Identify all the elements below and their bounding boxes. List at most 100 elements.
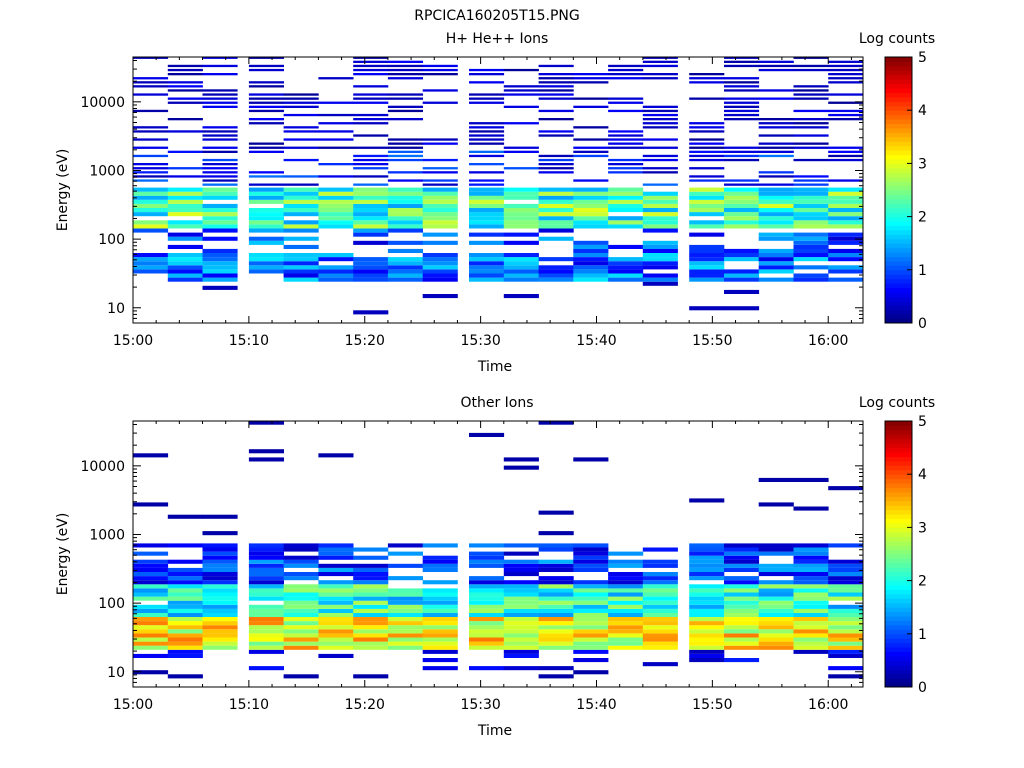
- heatmap-cell: [793, 146, 829, 149]
- heatmap-cell: [248, 633, 284, 638]
- heatmap-cell: [758, 191, 794, 196]
- heatmap-cell: [469, 199, 505, 204]
- heatmap-cell: [202, 163, 238, 166]
- heatmap-cell: [642, 244, 678, 249]
- heatmap-cell: [689, 175, 725, 178]
- heatmap-cell: [538, 257, 574, 262]
- heatmap-cell: [503, 551, 539, 556]
- heatmap-cell: [318, 629, 354, 634]
- heatmap-cell: [724, 150, 760, 153]
- heatmap-cell: [422, 142, 458, 145]
- heatmap-cell: [642, 277, 678, 282]
- heatmap-cell: [642, 612, 678, 617]
- heatmap-cell: [469, 432, 505, 437]
- heatmap-cell: [387, 596, 423, 601]
- heatmap-cell: [387, 563, 423, 568]
- heatmap-cell: [167, 592, 203, 597]
- heatmap-cell: [167, 580, 203, 585]
- colorbar-swatch: [885, 88, 912, 93]
- heatmap-cell: [828, 118, 864, 121]
- heatmap-cell: [573, 604, 609, 609]
- heatmap-cell: [318, 101, 354, 104]
- heatmap-cell: [642, 60, 678, 63]
- heatmap-cell: [689, 167, 725, 170]
- heatmap-cell: [353, 563, 389, 568]
- heatmap-cell: [202, 134, 238, 137]
- colorbar-swatch: [885, 260, 912, 266]
- heatmap-cell: [573, 199, 609, 204]
- heatmap-cell: [133, 559, 169, 564]
- heatmap-cell: [133, 56, 169, 59]
- heatmap-cell: [538, 163, 574, 166]
- heatmap-cell: [248, 572, 284, 577]
- heatmap-cell: [828, 60, 864, 63]
- heatmap-cell: [133, 670, 169, 675]
- heatmap-cell: [642, 580, 678, 585]
- heatmap-cell: [133, 633, 169, 638]
- heatmap-cell: [283, 93, 319, 96]
- heatmap-cell: [133, 612, 169, 617]
- heatmap-cell: [422, 89, 458, 92]
- colorbar-tick-label: 3: [918, 156, 927, 172]
- heatmap-cell: [724, 289, 760, 294]
- heatmap-cell: [133, 253, 169, 258]
- heatmap-cell: [202, 273, 238, 278]
- colorbar-swatch: [885, 300, 912, 306]
- heatmap-cell: [503, 604, 539, 609]
- colorbar-swatch: [885, 429, 912, 435]
- heatmap-cell: [828, 224, 864, 229]
- heatmap-cell: [387, 203, 423, 208]
- colorbar-swatch: [885, 514, 912, 520]
- heatmap-cell: [793, 608, 829, 613]
- heatmap-cell: [202, 514, 238, 519]
- heatmap-cell: [167, 576, 203, 581]
- heatmap-cell: [469, 257, 505, 262]
- heatmap-cell: [503, 232, 539, 237]
- heatmap-cell: [724, 203, 760, 208]
- colorbar-swatch: [885, 509, 912, 515]
- heatmap-cell: [133, 653, 169, 658]
- x-tick-label: 15:40: [576, 697, 616, 713]
- heatmap-cell: [202, 567, 238, 572]
- heatmap-cell: [248, 629, 284, 634]
- heatmap-cell: [248, 257, 284, 262]
- heatmap-cell: [689, 588, 725, 593]
- heatmap-cell: [608, 261, 644, 266]
- heatmap-cell: [503, 240, 539, 245]
- heatmap-cell: [689, 498, 725, 503]
- heatmap-cell: [469, 150, 505, 153]
- colorbar-swatch: [885, 425, 912, 431]
- heatmap-cell: [422, 567, 458, 572]
- heatmap-cell: [793, 612, 829, 617]
- heatmap-cell: [503, 208, 539, 213]
- heatmap-cell: [724, 64, 760, 68]
- heatmap-cell: [503, 612, 539, 617]
- heatmap-cell: [387, 68, 423, 72]
- heatmap-cell: [689, 273, 725, 278]
- heatmap-cell: [758, 232, 794, 237]
- colorbar-swatch: [885, 163, 912, 169]
- heatmap-cell: [133, 171, 169, 174]
- heatmap-cell: [689, 179, 725, 182]
- heatmap-cell: [353, 621, 389, 626]
- heatmap-cell: [758, 269, 794, 274]
- heatmap-cell: [758, 563, 794, 568]
- heatmap-cell: [283, 257, 319, 262]
- colorbar-swatch: [885, 616, 912, 621]
- x-tick-label: 15:10: [229, 697, 269, 713]
- heatmap-cell: [248, 101, 284, 104]
- heatmap-cell: [758, 261, 794, 266]
- heatmap-cell: [689, 641, 725, 646]
- heatmap-cell: [133, 187, 169, 192]
- heatmap-cell: [503, 653, 539, 658]
- heatmap-cell: [469, 81, 505, 84]
- heatmap-cell: [724, 105, 760, 108]
- heatmap-cell: [642, 109, 678, 113]
- heatmap-cell: [793, 240, 829, 245]
- heatmap-cell: [689, 126, 725, 129]
- heatmap-cell: [283, 645, 319, 650]
- heatmap-cell: [573, 277, 609, 282]
- heatmap-cell: [828, 113, 864, 117]
- heatmap-cell: [387, 576, 423, 581]
- colorbar-tick-label: 5: [918, 50, 927, 66]
